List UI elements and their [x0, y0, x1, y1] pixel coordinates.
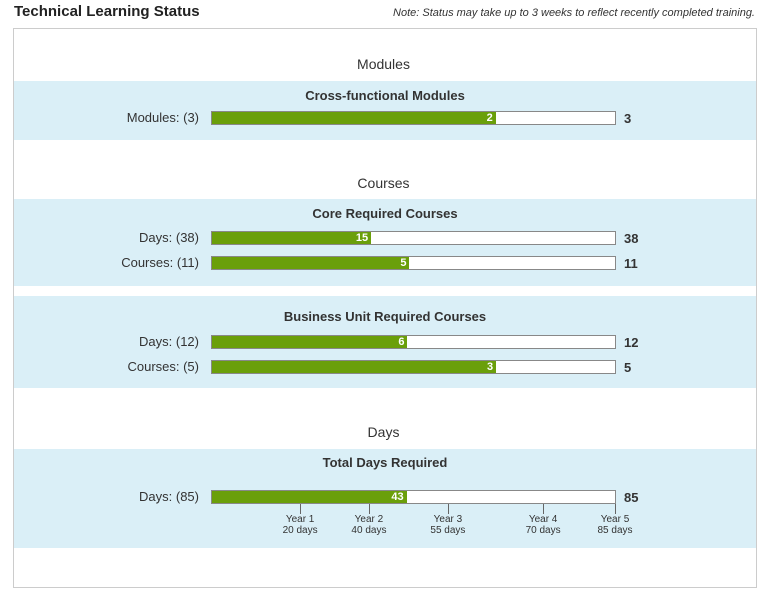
progress-bar: 3	[211, 360, 616, 374]
progress-row: Courses: (5) 3 5	[14, 359, 756, 376]
tick-days: 40 days	[351, 525, 387, 536]
row-max: 5	[624, 360, 632, 375]
business-unit-required-courses-group: Business Unit Required Courses Days: (12…	[14, 296, 756, 388]
progress-bar: 5	[211, 256, 616, 270]
progress-fill: 2	[212, 112, 496, 124]
courses-heading: Courses	[357, 175, 410, 191]
row-label: Modules: (3)	[126, 110, 199, 125]
tick-days: 55 days	[430, 525, 466, 536]
timeline-tick	[543, 504, 545, 514]
group-title: Core Required Courses	[312, 206, 458, 221]
progress-fill: 3	[212, 361, 497, 373]
row-max: 38	[624, 231, 639, 246]
progress-bar: 15	[211, 231, 616, 245]
row-max: 3	[624, 111, 632, 126]
timeline-tick	[300, 504, 302, 514]
progress-row: Courses: (11) 5 11	[14, 255, 756, 272]
group-title: Total Days Required	[322, 455, 448, 470]
group-title: Cross-functional Modules	[305, 88, 465, 103]
tick-days: 20 days	[282, 525, 318, 536]
row-max: 11	[624, 256, 638, 271]
progress-bar: 2	[211, 111, 616, 125]
row-max: 85	[624, 490, 639, 505]
progress-fill: 5	[212, 257, 410, 269]
row-label: Days: (12)	[139, 334, 199, 349]
row-label: Courses: (11)	[121, 255, 199, 270]
tick-year: Year 5	[600, 514, 630, 525]
progress-fill: 43	[212, 491, 407, 503]
group-title: Business Unit Required Courses	[283, 309, 487, 324]
page-title: Technical Learning Status	[14, 3, 200, 20]
row-label: Courses: (5)	[127, 359, 199, 374]
status-note: Note: Status may take up to 3 weeks to r…	[393, 7, 755, 19]
tick-days: 85 days	[597, 525, 633, 536]
row-max: 12	[624, 335, 639, 350]
timeline-tick	[615, 504, 616, 514]
timeline-tick-label: Year 1 20 days	[270, 514, 330, 536]
timeline-tick	[368, 504, 370, 514]
progress-row: Modules: (3) 2 3	[14, 110, 756, 127]
total-days-required-group: Total Days Required Days: (85) 43 85 Year…	[14, 449, 756, 548]
status-panel	[13, 28, 757, 588]
progress-bar: 43	[211, 490, 616, 504]
timeline-tick-label: Year 2 40 days	[339, 514, 399, 536]
days-heading: Days	[367, 424, 400, 440]
progress-row: Days: (85) 43 85 Year 1 20 days Year 2 40 da…	[14, 489, 756, 536]
modules-heading: Modules	[357, 56, 410, 72]
tick-year: Year 4	[528, 514, 558, 525]
tick-days: 70 days	[525, 525, 561, 536]
timeline-tick-label: Year 3 55 days	[418, 514, 478, 536]
progress-fill: 6	[212, 336, 408, 348]
progress-bar: 6	[211, 335, 616, 349]
core-required-courses-group: Core Required Courses Days: (38) 15 38 C…	[14, 199, 756, 286]
timeline-tick-label: Year 4 70 days	[513, 514, 573, 536]
progress-fill: 15	[212, 232, 372, 244]
timeline-tick	[447, 504, 449, 514]
tick-year: Year 2	[354, 514, 384, 525]
cross-functional-modules-group: Cross-functional Modules Modules: (3) 2 …	[14, 81, 756, 140]
tick-year: Year 3	[433, 514, 463, 525]
row-label: Days: (85)	[139, 489, 199, 504]
tick-year: Year 1	[285, 514, 315, 525]
timeline-tick-label: Year 5 85 days	[585, 514, 645, 536]
progress-row: Days: (12) 6 12	[14, 334, 756, 351]
row-label: Days: (38)	[139, 230, 199, 245]
progress-row: Days: (38) 15 38	[14, 230, 756, 247]
